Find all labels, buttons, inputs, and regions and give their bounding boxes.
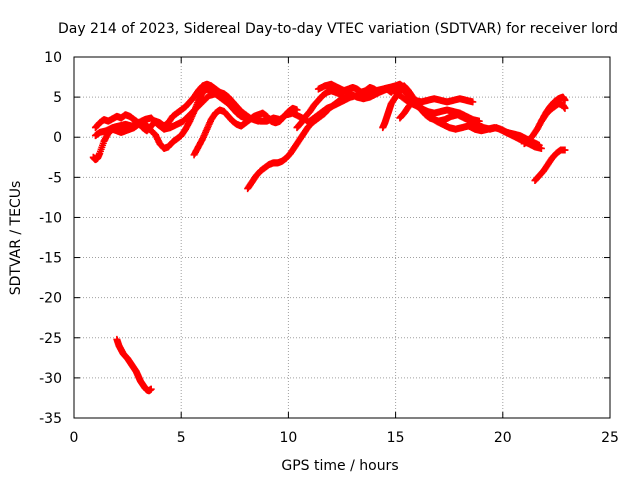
data-point <box>293 106 301 114</box>
data-point <box>147 385 155 393</box>
data-point <box>469 98 477 106</box>
plot-frame <box>73 56 611 419</box>
x-tick-label: 20 <box>494 430 512 446</box>
chart-title: Day 214 of 2023, Sidereal Day-to-day VTE… <box>58 21 618 37</box>
tick-layer: 0 5 10 15 20 25 10 5 0 -5 -10 -15 -20 -25 -30 -35 <box>39 50 619 446</box>
y-tick-label: 10 <box>44 50 62 66</box>
y-axis-label: SDTVAR / TECUs <box>8 181 24 296</box>
data-point <box>561 146 569 154</box>
y-tick-label: -15 <box>39 251 62 267</box>
y-tick-label: 5 <box>53 90 62 106</box>
y-tick-label: -25 <box>39 331 62 347</box>
y-tick-label: 0 <box>53 130 62 146</box>
x-tick-label: 5 <box>177 430 186 446</box>
y-tick-label: -35 <box>39 411 62 427</box>
grid-layer <box>74 57 610 418</box>
data-point <box>537 144 545 152</box>
y-tick-label: -20 <box>39 291 62 307</box>
x-tick-label: 0 <box>70 430 79 446</box>
data-points <box>89 80 569 395</box>
x-axis-label: GPS time / hours <box>281 458 398 474</box>
x-tick-label: 10 <box>279 430 297 446</box>
data-point <box>561 104 569 112</box>
data-point <box>561 96 569 104</box>
x-tick-label: 15 <box>387 430 405 446</box>
y-tick-label: -10 <box>39 210 62 226</box>
y-tick-label: -5 <box>48 170 62 186</box>
x-tick-label: 25 <box>601 430 619 446</box>
y-tick-label: -30 <box>39 371 62 387</box>
